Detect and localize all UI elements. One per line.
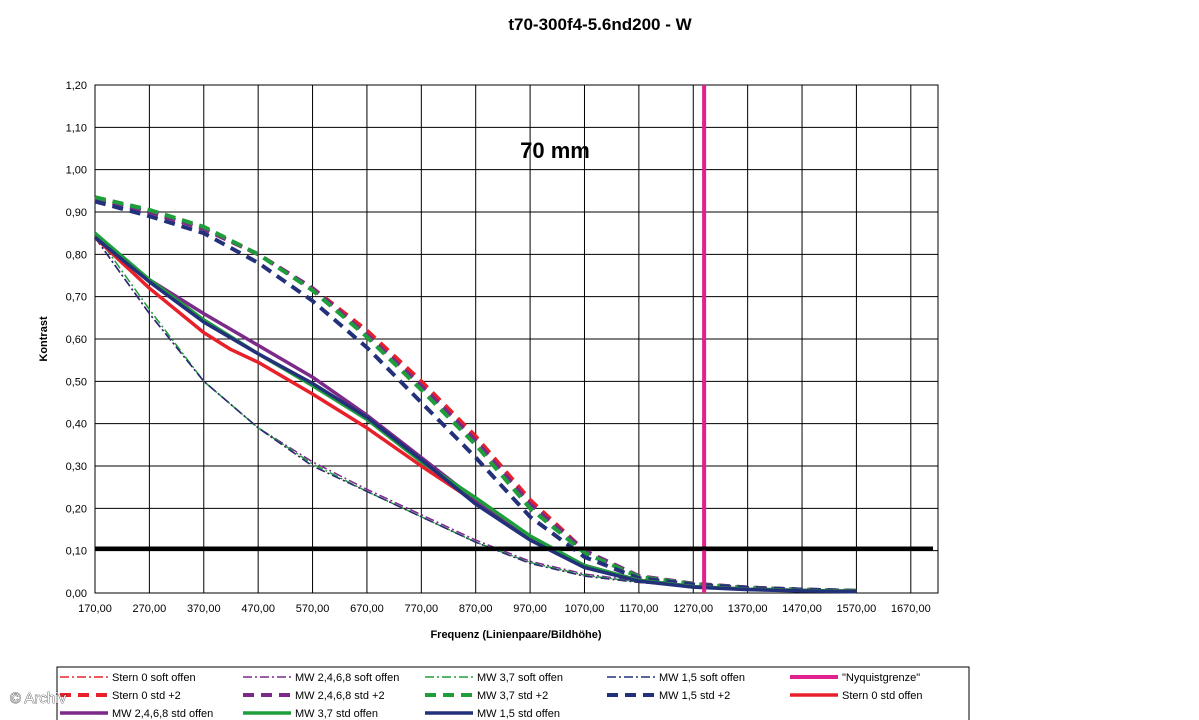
legend-label: MW 2,4,6,8 soft offen <box>295 672 399 684</box>
x-tick-label: 1570,00 <box>837 603 877 615</box>
y-tick-label: 1,20 <box>66 80 87 92</box>
x-tick-label: 270,00 <box>133 603 167 615</box>
legend-label: Stern 0 std +2 <box>112 690 181 702</box>
y-tick-label: 0,30 <box>66 461 87 473</box>
x-tick-label: 1370,00 <box>728 603 768 615</box>
legend-label: MW 2,4,6,8 std offen <box>112 708 213 720</box>
legend-label: Stern 0 soft offen <box>112 672 196 684</box>
grid <box>94 84 939 594</box>
y-tick-label: 0,60 <box>66 334 87 346</box>
y-tick-label: 0,80 <box>66 249 87 261</box>
y-tick-label: 0,40 <box>66 419 87 431</box>
legend-label: MW 1,5 std +2 <box>659 690 730 702</box>
series-line <box>94 195 857 593</box>
focal-length-annotation: 70 mm <box>520 138 590 163</box>
x-tick-labels: 170,00 270,00 370,00 470,00 570,00 670,00 770,… <box>78 603 931 615</box>
y-tick-label: 0,20 <box>66 503 87 515</box>
x-tick-label: 1270,00 <box>673 603 713 615</box>
series-line <box>94 236 857 592</box>
y-tick-label: 1,10 <box>66 122 87 134</box>
legend: Stern 0 soft offen MW 2,4,6,8 soft offen M… <box>60 672 923 720</box>
x-tick-label: 970,00 <box>513 603 547 615</box>
x-axis-label: Frequenz (Linienpaare/Bildhöhe) <box>430 629 601 641</box>
watermark: © Archiv <box>10 690 67 707</box>
x-tick-label: 1170,00 <box>619 603 658 615</box>
x-tick-label: 670,00 <box>350 603 384 615</box>
y-tick-label: 0,70 <box>66 292 87 304</box>
legend-label: MW 1,5 soft offen <box>659 672 745 684</box>
x-tick-label: 1070,00 <box>565 603 605 615</box>
chart-title: t70-300f4-5.6nd200 - W <box>508 15 692 34</box>
y-tick-labels: 0,00 0,10 0,20 0,30 0,40 0,50 0,60 0,70 0,80 0,90… <box>66 80 87 600</box>
legend-label: Stern 0 std offen <box>842 690 923 702</box>
x-tick-label: 470,00 <box>241 603 275 615</box>
y-tick-label: 1,00 <box>66 165 87 177</box>
x-tick-label: 770,00 <box>404 603 438 615</box>
y-axis-label: Kontrast <box>38 316 50 362</box>
y-tick-label: 0,90 <box>66 207 87 219</box>
y-tick-label: 0,00 <box>66 588 87 600</box>
x-tick-label: 570,00 <box>296 603 330 615</box>
x-tick-label: 1670,00 <box>891 603 931 615</box>
legend-label: MW 3,7 soft offen <box>477 672 563 684</box>
x-tick-label: 870,00 <box>459 603 493 615</box>
series-line <box>93 236 857 594</box>
y-tick-label: 0,10 <box>66 546 87 558</box>
series-lines <box>93 85 933 594</box>
x-tick-label: 1470,00 <box>782 603 822 615</box>
legend-label: MW 2,4,6,8 std +2 <box>295 690 385 702</box>
legend-label: MW 3,7 std +2 <box>477 690 548 702</box>
y-tick-label: 0,50 <box>66 376 87 388</box>
legend-label: MW 3,7 std offen <box>295 708 378 720</box>
x-tick-label: 170,00 <box>78 603 112 615</box>
x-tick-label: 370,00 <box>187 603 221 615</box>
legend-label: MW 1,5 std offen <box>477 708 560 720</box>
legend-label: "Nyquistgrenze" <box>842 672 920 684</box>
